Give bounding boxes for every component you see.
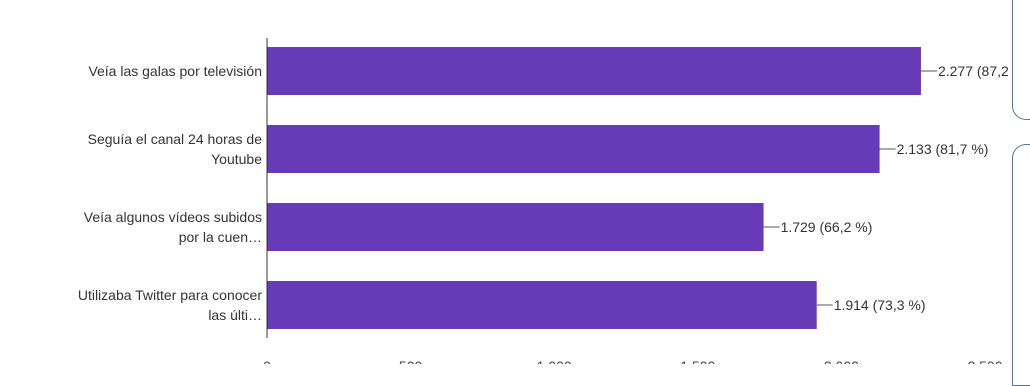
bar-2 bbox=[267, 125, 880, 173]
ticks-layer: 0 500 1.000 1.500 2.000 2.500 bbox=[263, 358, 1003, 364]
x-tick-label-1: 0 bbox=[263, 358, 271, 364]
side-panel-top bbox=[1012, 0, 1030, 120]
x-tick-label-4: 1.500 bbox=[680, 358, 715, 364]
x-tick-label-3: 1.000 bbox=[537, 358, 572, 364]
bar-chart: 2.277 (87,2 %) Veía las galas por televis… bbox=[78, 38, 1030, 364]
x-tick-label-2: 500 bbox=[399, 358, 423, 364]
value-label-1: 2.277 (87,2 %) bbox=[938, 63, 1030, 79]
category-label-2: Seguía el canal 24 horas de Youtube bbox=[88, 131, 263, 167]
bar-1 bbox=[267, 47, 921, 95]
value-label-3: 1.729 (66,2 %) bbox=[781, 219, 873, 235]
x-tick-label-6: 2.500 bbox=[967, 358, 1002, 364]
bar-3 bbox=[267, 203, 764, 251]
category-label-3: Veía algunos vídeos subidos por la cuen… bbox=[84, 209, 262, 245]
x-tick-label-5: 2.000 bbox=[824, 358, 859, 364]
bar-4 bbox=[267, 281, 817, 329]
category-label-1: Veía las galas por televisión bbox=[88, 63, 262, 79]
bars-layer bbox=[267, 47, 921, 329]
side-panel-bottom bbox=[1012, 144, 1030, 386]
value-label-4: 1.914 (73,3 %) bbox=[834, 297, 926, 313]
value-label-2: 2.133 (81,7 %) bbox=[897, 141, 989, 157]
labels-layer: 2.277 (87,2 %) Veía las galas por televis… bbox=[78, 63, 1030, 323]
category-label-4: Utilizaba Twitter para conocer las últi… bbox=[78, 287, 262, 323]
